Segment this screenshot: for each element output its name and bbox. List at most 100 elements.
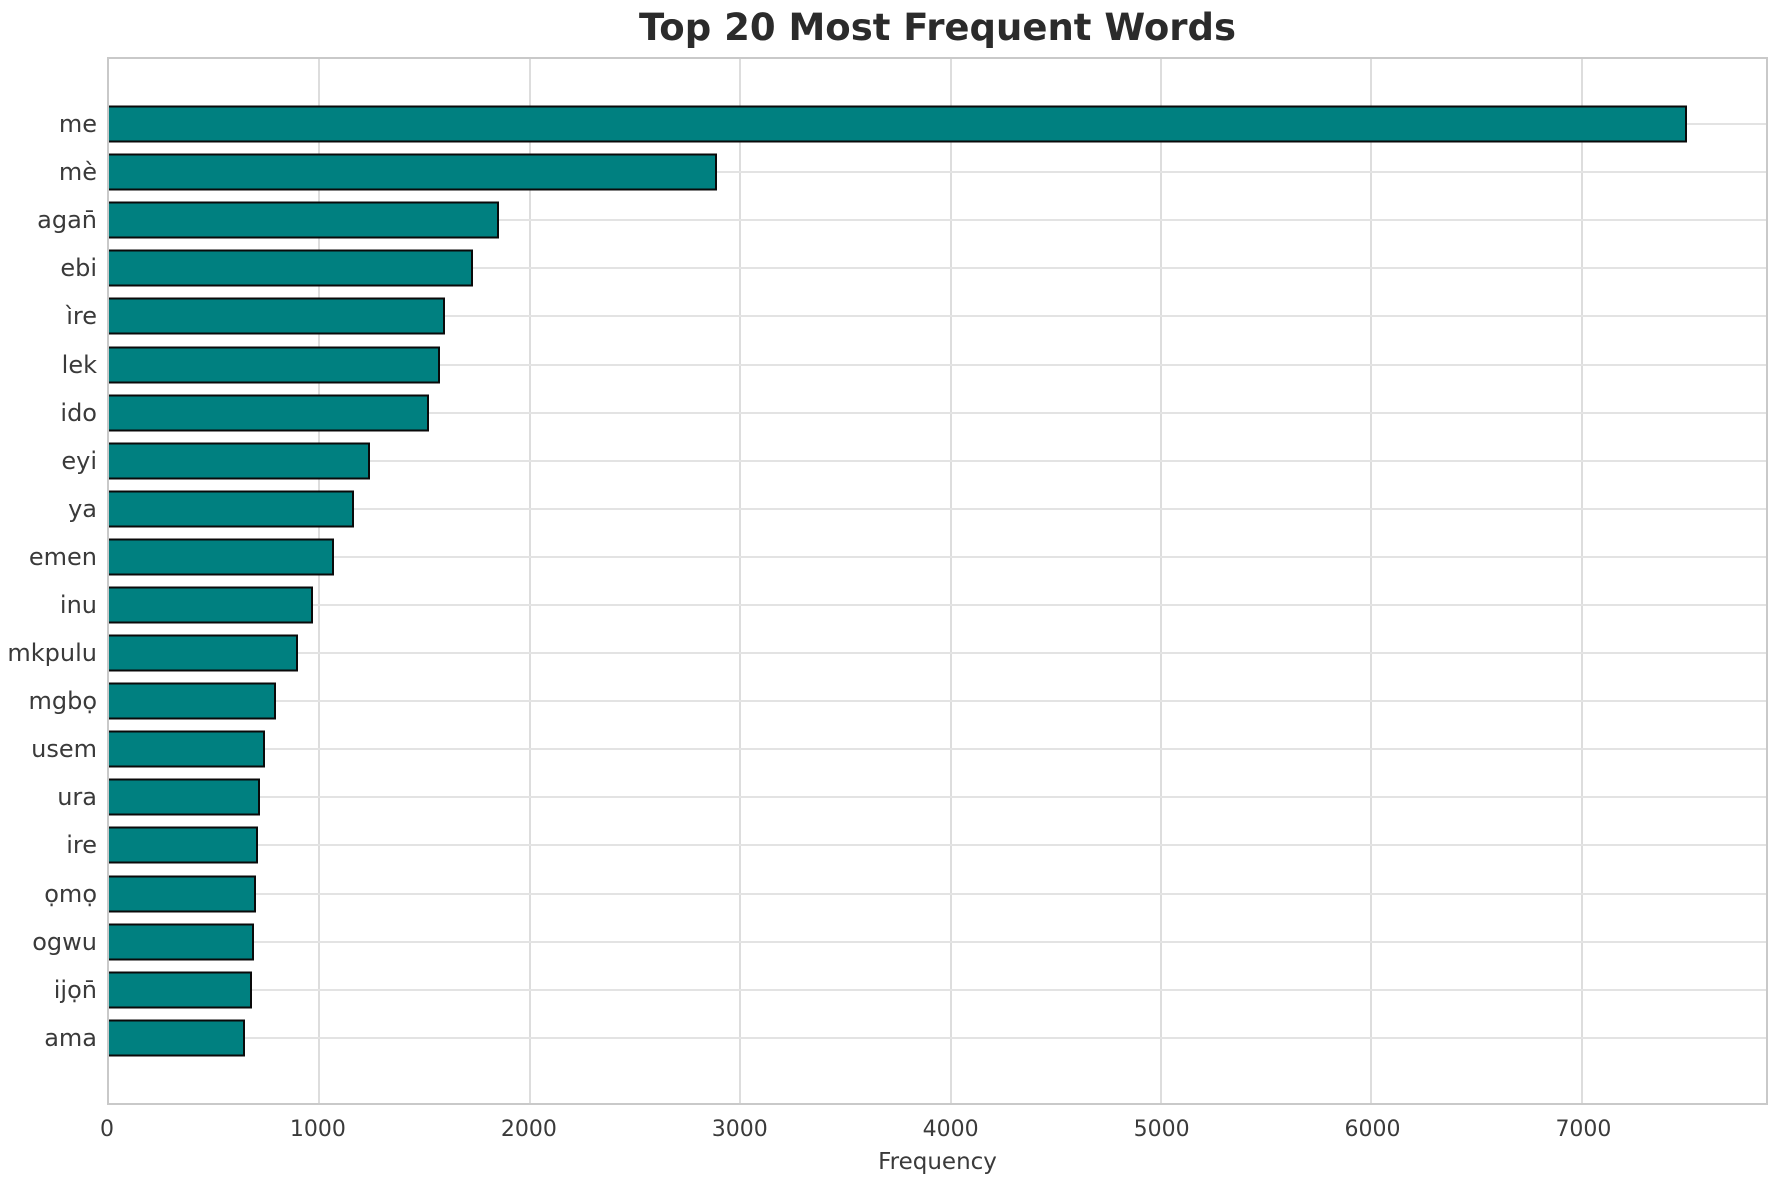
bar-row: ura [57,773,1766,821]
y-tick-label: me [58,110,97,139]
horizontal-gridline [109,1036,1766,1039]
horizontal-gridline [109,603,1766,606]
bar-row: eyi [61,437,1766,485]
bar-row: ama [44,1014,1766,1062]
bar-row: ido [60,389,1766,437]
bar-row: ebi [60,244,1766,292]
bar [109,394,429,432]
y-tick-label: mè [58,158,97,187]
horizontal-gridline [109,844,1766,847]
horizontal-gridline [109,652,1766,655]
y-tick-label: ìre [66,302,97,331]
bar-row: mgbọ [28,677,1766,725]
y-tick-label: mgbọ [28,687,97,716]
horizontal-gridline [109,748,1766,751]
bar [109,249,473,287]
vertical-gridline [949,59,952,1103]
y-tick-label: eyi [61,446,97,475]
bar [109,634,299,672]
bar [109,490,355,528]
bar-row: ya [68,485,1766,533]
y-tick-label: ire [66,831,97,860]
y-tick-label: ijọn̄ [53,975,97,1004]
horizontal-gridline [109,219,1766,222]
bar-row: ijọn̄ [54,966,1766,1014]
bar [109,682,277,720]
y-tick-label: ama [44,1023,97,1052]
bar [109,105,1688,143]
x-axis-ticks: 0 1000 2000 3000 4000 5000 6000 7000 [100,1117,1768,1147]
horizontal-gridline [109,700,1766,703]
bar [109,1019,245,1057]
x-tick-label: 7000 [1555,1117,1612,1142]
y-tick-label: ido [60,398,97,427]
y-tick-label: ogwu [32,927,97,956]
x-tick-label: 0 [100,1117,114,1142]
bar [109,923,255,961]
x-tick-label: 6000 [1344,1117,1401,1142]
horizontal-gridline [109,892,1766,895]
bar-row: ọmọ [44,870,1766,918]
vertical-gridline [1160,59,1163,1103]
horizontal-gridline [109,796,1766,799]
x-tick-label: 5000 [1133,1117,1190,1142]
bar [109,730,265,768]
y-tick-label: ebi [60,254,97,283]
vertical-gridline [739,59,742,1103]
y-tick-label: agan̄ [37,206,97,235]
bar-row: mè [59,148,1766,196]
horizontal-gridline [109,267,1766,270]
bar-row: usem [31,725,1766,773]
y-tick-label: inu [59,590,97,619]
vertical-gridline [1580,59,1583,1103]
y-tick-label: usem [31,735,97,764]
bar-rows: me mè agan̄ ebi ìre lek ido eyi ya emen inu mkpulu m… [7,59,1766,1103]
x-tick-label: 1000 [289,1117,346,1142]
bar [109,875,256,913]
bar [109,538,335,576]
x-tick-label: 2000 [500,1117,557,1142]
y-tick-label: lek [61,350,97,379]
plot-area: me mè agan̄ ebi ìre lek ido eyi ya emen inu mkpulu m… [7,57,1768,1105]
horizontal-gridline [109,940,1766,943]
x-tick-label: 3000 [711,1117,768,1142]
vertical-gridline [528,59,531,1103]
bar [109,297,445,335]
bar-row: ìre [66,292,1766,340]
chart-title: Top 20 Most Frequent Words [638,6,1237,49]
bar-row: lek [62,340,1766,388]
bar [109,586,314,624]
horizontal-gridline [109,459,1766,462]
bar-row: ire [66,821,1766,869]
x-axis-label: Frequency [878,1149,997,1175]
horizontal-gridline [109,555,1766,558]
y-tick-label: emen [28,542,97,571]
bar-row: inu [60,581,1766,629]
bar-row: mkpulu [7,629,1766,677]
y-tick-label: ura [57,783,97,812]
horizontal-gridline [109,171,1766,174]
y-tick-label: ọmọ [44,879,97,908]
vertical-gridline [1370,59,1373,1103]
horizontal-gridline [109,411,1766,414]
x-tick-label: 4000 [922,1117,979,1142]
bar [109,153,718,191]
horizontal-gridline [109,988,1766,991]
bar-row: agan̄ [37,196,1766,244]
bar [109,971,253,1009]
vertical-gridline [318,59,321,1103]
bar [109,778,261,816]
horizontal-gridline [109,507,1766,510]
bar [109,346,441,384]
bar-row: me [59,100,1766,148]
bar-row: ogwu [32,918,1766,966]
bar-row: emen [29,533,1766,581]
y-tick-label: mkpulu [7,639,97,668]
y-tick-label: ya [68,494,97,523]
horizontal-gridline [109,315,1766,318]
bar [109,442,370,480]
horizontal-gridline [109,363,1766,366]
bar [109,201,500,239]
bar [109,826,258,864]
